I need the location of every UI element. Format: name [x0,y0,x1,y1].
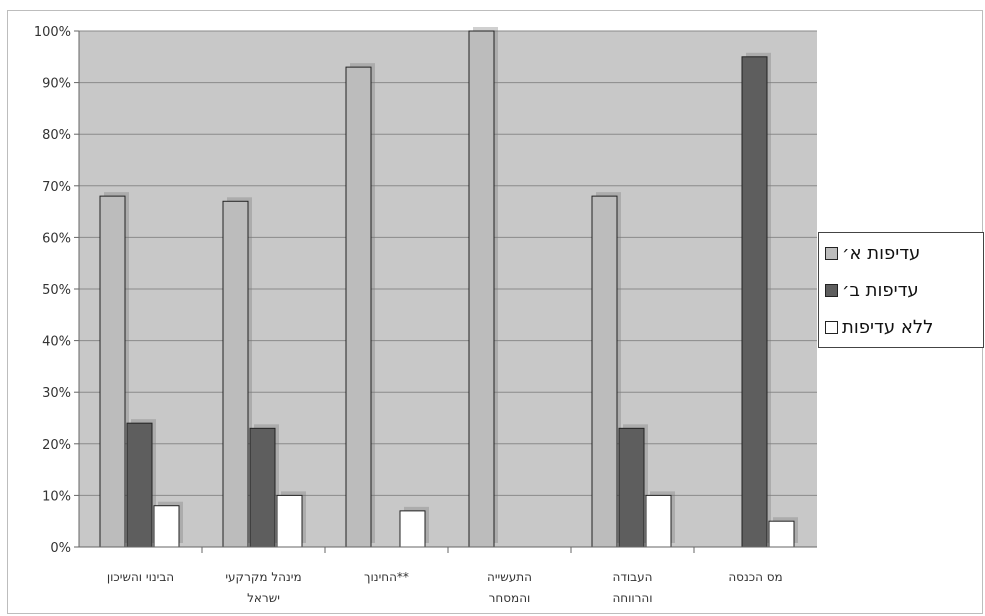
bars [99,27,798,548]
bar-1-4 [618,427,645,548]
x-category-label: התעשייה [487,570,532,584]
y-tick-label: 60% [42,231,71,246]
legend-item-no-priority: ללא עדיפות [825,317,933,338]
bar-1-0 [126,422,153,548]
legend-item-priority-a: עדיפות א׳ [825,243,920,264]
legend-label-priority-b: עדיפות ב׳ [842,280,919,301]
x-category-label: מינהל מקרקעי [225,570,301,584]
gridlines [79,30,817,496]
legend-swatch-priority-a [825,247,838,260]
x-category-label: העבודה [613,570,653,584]
bar-2-1 [276,494,303,548]
bar-0-2 [345,66,372,548]
y-axis-ticks: 0% 10% 20% 30% 40% 50% 60% 70% 80% 90% 100% [34,25,79,556]
y-tick-label: 40% [42,335,71,350]
legend-label-no-priority: ללא עדיפות [842,317,934,338]
y-tick-label: 90% [42,77,71,92]
bar-1-5 [741,56,768,548]
bar-0-3 [468,30,495,548]
y-tick-label: 50% [42,283,71,298]
bar-2-4 [645,494,672,548]
x-category-label: מס הכנסה [728,570,782,584]
legend: עדיפות א׳ עדיפות ב׳ ללא עדיפות [818,232,984,348]
bar-2-0 [153,505,180,548]
bar-0-0 [99,195,126,548]
y-tick-label: 100% [34,25,71,40]
y-tick-label: 10% [42,489,71,504]
legend-swatch-priority-b [825,284,838,297]
y-tick-label: 0% [50,541,71,556]
x-category-label: **החינוך [364,570,409,584]
legend-swatch-no-priority [825,321,838,334]
x-category-label: הבינוי והשיכון [107,570,174,584]
legend-item-priority-b: עדיפות ב׳ [825,280,919,301]
y-tick-label: 80% [42,128,71,143]
x-category-label: והרווחה [612,591,652,605]
bar-0-1 [222,200,249,548]
y-tick-label: 20% [42,438,71,453]
x-axis-labels: הבינוי והשיכון מינהל מקרקעי ישראל **החינוך ה… [107,547,783,605]
bar-2-2 [399,510,426,548]
x-category-label: ישראל [247,591,280,605]
y-tick-label: 70% [42,180,71,195]
bar-1-1 [249,427,276,548]
bar-0-4 [591,195,618,548]
y-tick-label: 30% [42,386,71,401]
legend-label-priority-a: עדיפות א׳ [842,243,921,264]
x-category-label: והמסחר [489,591,531,605]
bar-2-5 [768,520,795,548]
